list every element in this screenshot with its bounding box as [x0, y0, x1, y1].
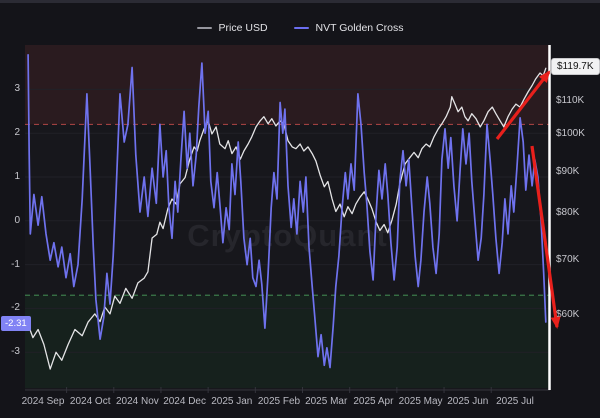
right-axis-tick: $110K — [556, 94, 585, 106]
price-up-arrow — [495, 70, 551, 140]
left-axis-tick: 3 — [14, 83, 20, 95]
nvt-current-value-badge: -2.31 — [1, 316, 31, 331]
x-axis-label: 2025 Jan — [211, 396, 253, 407]
price-current-value-badge: $119.7K — [551, 58, 600, 75]
x-axis-label: 2024 Sep — [21, 396, 65, 407]
right-axis-tick: $70K — [556, 254, 580, 266]
x-axis-label: 2025 Jun — [447, 396, 489, 407]
left-axis-tick: 0 — [14, 214, 20, 226]
x-axis-label: 2024 Nov — [115, 396, 159, 407]
right-axis-tick: $90K — [556, 165, 580, 177]
right-axis-tick: $60K — [556, 309, 580, 321]
left-axis-tick: 2 — [14, 127, 20, 139]
x-axis-label: 2025 Jul — [496, 396, 534, 407]
x-axis-label: 2025 Mar — [305, 396, 348, 407]
legend-item-price[interactable]: Price USD — [196, 22, 268, 34]
window-top-strip — [0, 0, 600, 3]
left-axis-tick: -1 — [11, 258, 20, 270]
oversold-band — [25, 295, 550, 388]
right-axis-tick: $100K — [556, 128, 585, 140]
x-axis-label: 2025 Feb — [257, 396, 301, 407]
x-axis-label: 2025 May — [398, 396, 443, 407]
price-line-swatch-icon — [196, 27, 212, 29]
x-axis-label: 2024 Dec — [163, 396, 206, 407]
x-axis-label: 2025 Apr — [353, 396, 394, 407]
watermark: CryptoQuant — [187, 218, 388, 253]
left-axis-tick: -3 — [11, 346, 20, 358]
legend-price-label: Price USD — [218, 22, 268, 34]
right-axis-tick: $80K — [556, 207, 580, 219]
nvt-golden-cross-line — [27, 53, 547, 369]
nvt-line-swatch-icon — [293, 27, 309, 29]
left-axis-tick: -2 — [11, 302, 20, 314]
price-usd-line — [26, 67, 547, 370]
nvt-down-arrow — [530, 145, 561, 329]
legend-nvt-label: NVT Golden Cross — [315, 22, 404, 34]
legend-item-nvt[interactable]: NVT Golden Cross — [293, 22, 404, 34]
left-axis-tick: 1 — [14, 171, 20, 182]
overbought-band — [25, 45, 550, 125]
chart-legend: Price USD NVT Golden Cross — [0, 22, 600, 34]
x-axis-label: 2024 Oct — [69, 396, 111, 407]
